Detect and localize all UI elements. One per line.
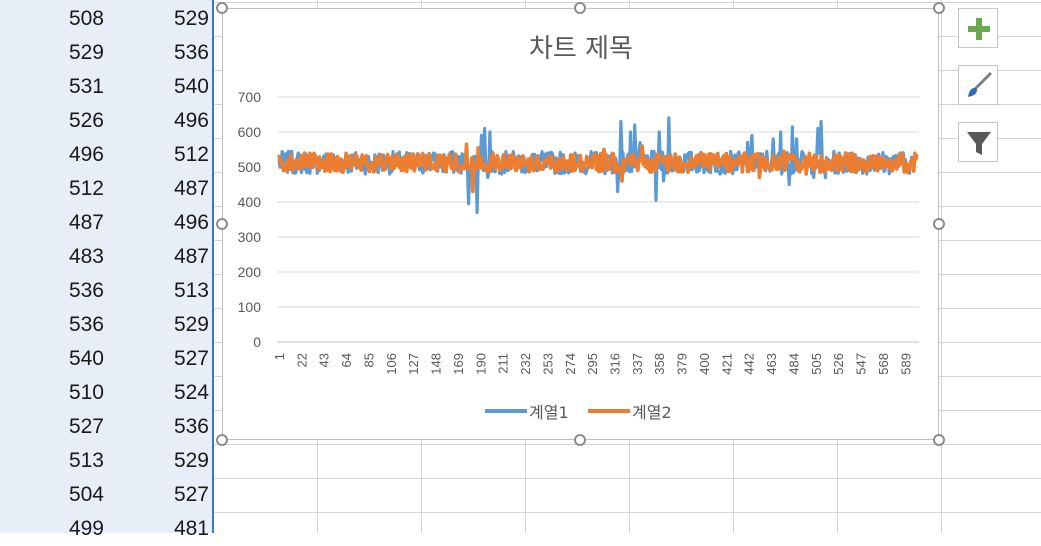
cell-column-b[interactable]: 487: [173, 177, 209, 200]
resize-handle[interactable]: [933, 434, 945, 446]
row-gridline: [0, 512, 1041, 513]
cell-column-a[interactable]: 536: [68, 313, 104, 336]
selected-range[interactable]: [0, 0, 213, 533]
x-tick-label: 505: [809, 353, 824, 375]
cell-column-a[interactable]: 540: [68, 347, 104, 370]
y-tick-label: 200: [238, 264, 262, 280]
column-gridline: [941, 0, 942, 533]
cell-column-a[interactable]: 508: [68, 7, 104, 30]
y-tick-label: 500: [238, 159, 262, 175]
cell-column-b[interactable]: 527: [173, 347, 209, 370]
cell-column-b[interactable]: 496: [173, 211, 209, 234]
x-tick-label: 295: [585, 353, 600, 375]
paintbrush-icon: [968, 72, 992, 97]
x-tick-label: 190: [473, 353, 488, 375]
x-tick-label: 484: [786, 353, 801, 375]
x-tick-label: 211: [496, 353, 511, 374]
x-tick-label: 274: [563, 353, 578, 375]
y-tick-label: 700: [238, 89, 262, 105]
x-tick-label: 169: [451, 353, 466, 375]
cell-column-b[interactable]: 524: [173, 381, 209, 404]
cell-column-a[interactable]: 531: [68, 75, 104, 98]
row-gridline: [0, 444, 1041, 445]
cell-column-a[interactable]: 496: [68, 143, 104, 166]
cell-column-a[interactable]: 536: [68, 279, 104, 302]
row-gridline: [0, 2, 1041, 3]
x-tick-label: 337: [630, 353, 645, 375]
legend-label-2: 계열2: [632, 403, 672, 422]
resize-handle[interactable]: [574, 2, 586, 14]
resize-handle[interactable]: [933, 218, 945, 230]
y-tick-label: 600: [238, 124, 262, 140]
y-tick-label: 0: [253, 334, 261, 350]
resize-handle[interactable]: [574, 434, 586, 446]
y-tick-label: 300: [238, 229, 262, 245]
x-tick-label: 442: [742, 353, 757, 375]
x-tick-label: 85: [361, 353, 376, 367]
plus-icon: [968, 18, 990, 40]
x-tick-label: 1: [272, 353, 287, 360]
chart-elements-button[interactable]: [958, 8, 998, 48]
row-gridline: [0, 478, 1041, 479]
cell-column-a[interactable]: 487: [68, 211, 104, 234]
cell-column-a[interactable]: 513: [68, 449, 104, 472]
cell-column-b[interactable]: 529: [173, 449, 209, 472]
x-tick-label: 358: [652, 353, 667, 375]
cell-column-b[interactable]: 496: [173, 109, 209, 132]
resize-handle[interactable]: [933, 2, 945, 14]
cell-column-b[interactable]: 487: [173, 245, 209, 268]
cell-column-a[interactable]: 483: [68, 245, 104, 268]
cell-column-b[interactable]: 513: [173, 279, 209, 302]
x-tick-label: 316: [608, 353, 623, 375]
cell-column-a[interactable]: 527: [68, 415, 104, 438]
cell-column-a[interactable]: 499: [68, 517, 104, 540]
cell-column-b[interactable]: 527: [173, 483, 209, 506]
cell-column-b[interactable]: 529: [173, 7, 209, 30]
x-tick-label: 547: [854, 353, 869, 375]
selection-border: [212, 0, 214, 533]
x-tick-label: 463: [764, 353, 779, 375]
chart-filters-button[interactable]: [958, 122, 998, 162]
series-line-2: [277, 142, 919, 194]
x-tick-label: 106: [384, 353, 399, 375]
x-tick-label: 253: [540, 353, 555, 375]
x-tick-label: 400: [697, 353, 712, 375]
filter-icon: [967, 132, 991, 155]
resize-handle[interactable]: [216, 218, 228, 230]
line-chart: 차트 제목 0 100 200 300 400 500 600 700 1 22 43 64 85 106 1…: [238, 34, 919, 422]
x-tick-label: 22: [294, 353, 309, 367]
cell-column-b[interactable]: 536: [173, 41, 209, 64]
cell-column-a[interactable]: 529: [68, 41, 104, 64]
chart-title: 차트 제목: [529, 34, 633, 64]
legend-label-1: 계열1: [529, 403, 569, 422]
y-tick-label: 100: [238, 299, 262, 315]
cell-column-b[interactable]: 481: [173, 517, 209, 540]
y-tick-label: 400: [238, 194, 262, 210]
x-tick-label: 379: [675, 353, 690, 375]
cell-column-a[interactable]: 526: [68, 109, 104, 132]
x-tick-label: 568: [876, 353, 891, 375]
cell-column-b[interactable]: 512: [173, 143, 209, 166]
x-tick-label: 148: [429, 353, 444, 375]
resize-handle[interactable]: [216, 434, 228, 446]
cell-column-b[interactable]: 529: [173, 313, 209, 336]
x-tick-label: 43: [317, 353, 332, 367]
x-tick-label: 589: [898, 353, 913, 375]
resize-handle[interactable]: [216, 2, 228, 14]
chart-styles-button[interactable]: [958, 65, 998, 105]
cell-column-b[interactable]: 536: [173, 415, 209, 438]
cell-column-a[interactable]: 504: [68, 483, 104, 506]
cell-column-a[interactable]: 510: [68, 381, 104, 404]
x-tick-label: 64: [339, 353, 354, 367]
x-tick-label: 232: [518, 353, 533, 375]
cell-column-a[interactable]: 512: [68, 177, 104, 200]
chart-area[interactable]: 차트 제목 0 100 200 300 400 500 600 700 1 22 43 64 85 106 1…: [222, 8, 939, 440]
cell-column-b[interactable]: 540: [173, 75, 209, 98]
x-tick-label: 526: [831, 353, 846, 375]
x-tick-label: 421: [719, 353, 734, 375]
x-tick-label: 127: [406, 353, 421, 375]
